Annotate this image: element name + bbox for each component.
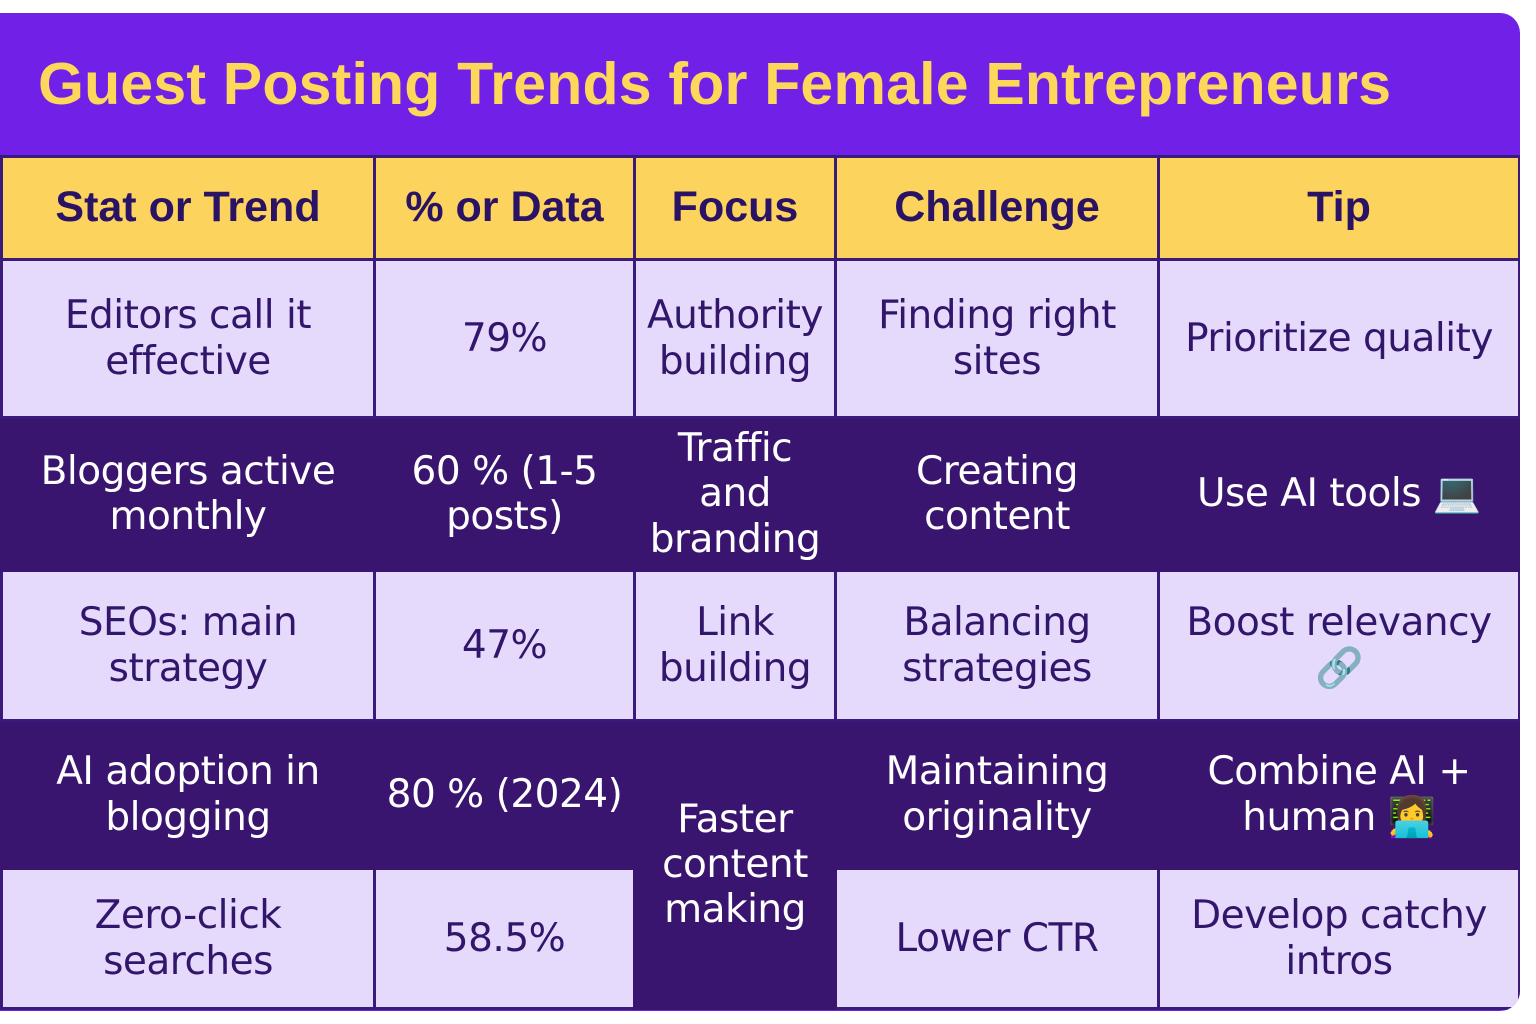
- table-row: Editors call it effective 79% Authority …: [0, 258, 1520, 419]
- tip-cell: Prioritize quality: [1157, 258, 1520, 419]
- focus-cell: Authority building: [633, 258, 837, 419]
- challenge-cell: Maintaining originality: [834, 719, 1160, 870]
- table-row: Zero-click searches 58.5% Lower CTR Deve…: [0, 867, 1520, 1010]
- stat-cell: SEOs: main strategy: [0, 569, 376, 722]
- tip-cell: Combine AI + human 👩‍💻: [1157, 719, 1520, 870]
- page-title: Guest Posting Trends for Female Entrepre…: [38, 51, 1392, 117]
- tip-cell: Use AI tools 💻: [1157, 416, 1520, 572]
- focus-cell: Traffic and branding: [633, 416, 837, 572]
- header-challenge: Challenge: [834, 155, 1160, 261]
- infographic-card: Guest Posting Trends for Female Entrepre…: [0, 13, 1520, 1011]
- data-cell: 80 % (2024): [373, 719, 636, 870]
- stat-cell: Zero-click searches: [0, 867, 376, 1010]
- data-cell: 47%: [373, 569, 636, 722]
- challenge-cell: Finding right sites: [834, 258, 1160, 419]
- focus-cell: Faster content making: [633, 719, 837, 1010]
- challenge-cell: Balancing strategies: [834, 569, 1160, 722]
- table-row: SEOs: main strategy 47% Link building Ba…: [0, 569, 1520, 722]
- challenge-cell: Creating content: [834, 416, 1160, 572]
- tip-cell: Boost relevancy 🔗: [1157, 569, 1520, 722]
- table-row: AI adoption in blogging 80 % (2024) Fast…: [0, 719, 1520, 1010]
- table-row: Bloggers active monthly 60 % (1-5 posts)…: [0, 416, 1520, 572]
- tip-cell: Develop catchy intros: [1157, 867, 1520, 1010]
- stat-cell: Bloggers active monthly: [0, 416, 376, 572]
- focus-cell: Link building: [633, 569, 837, 722]
- data-cell: 60 % (1-5 posts): [373, 416, 636, 572]
- header-focus: Focus: [633, 155, 837, 261]
- trends-table: Stat or Trend % or Data Focus Challenge …: [0, 155, 1520, 1010]
- data-cell: 79%: [373, 258, 636, 419]
- challenge-cell: Lower CTR: [834, 867, 1160, 1010]
- header-stat: Stat or Trend: [0, 155, 376, 261]
- stat-cell: Editors call it effective: [0, 258, 376, 419]
- header-row: Stat or Trend % or Data Focus Challenge …: [0, 155, 1520, 261]
- data-cell: 58.5%: [373, 867, 636, 1010]
- header-tip: Tip: [1157, 155, 1520, 261]
- stat-cell: AI adoption in blogging: [0, 719, 376, 870]
- header-data: % or Data: [373, 155, 636, 261]
